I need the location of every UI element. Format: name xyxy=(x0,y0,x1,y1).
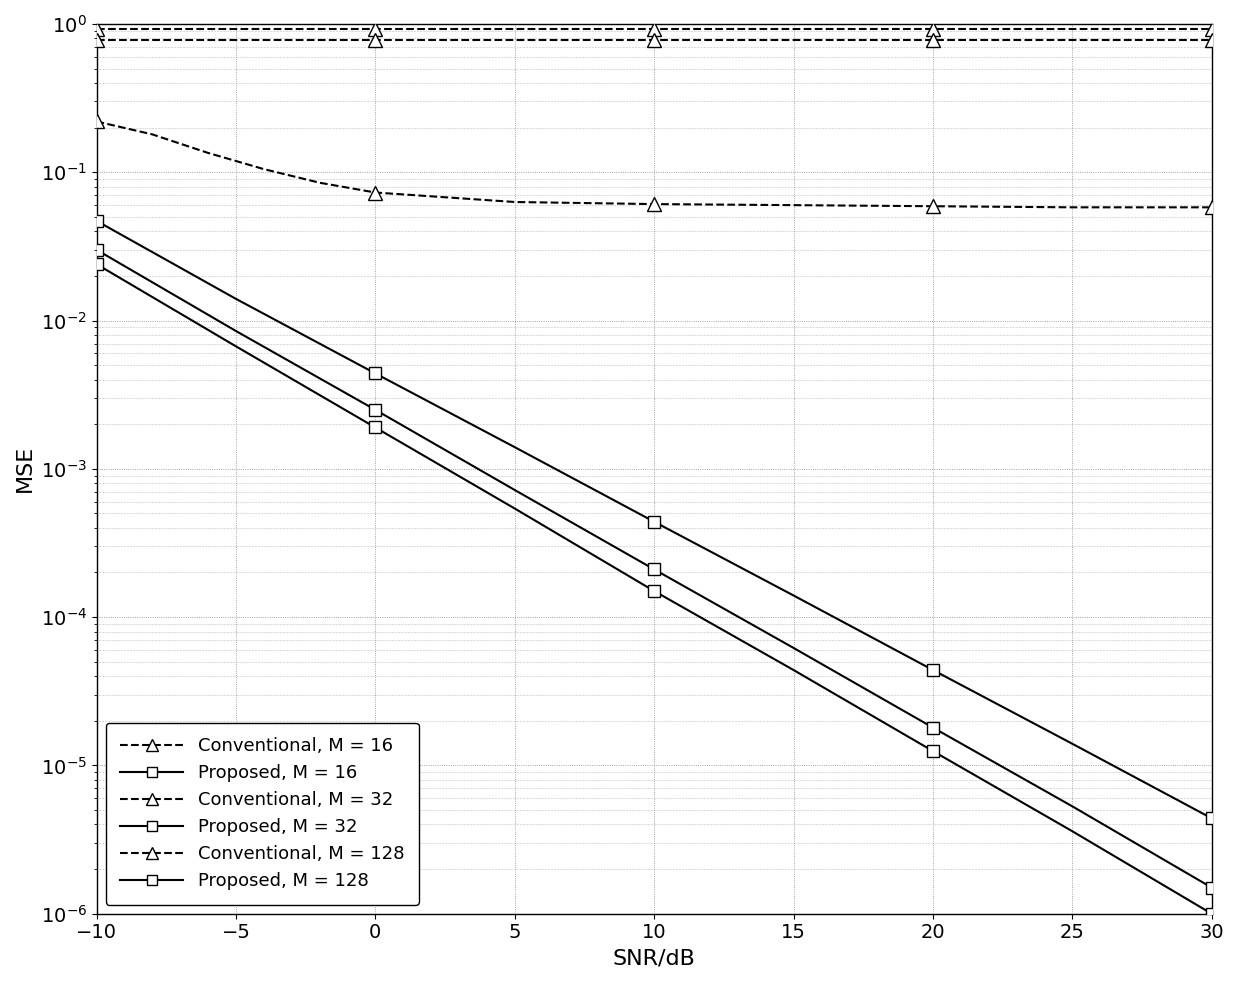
Legend: Conventional, M = 16, Proposed, M = 16, Conventional, M = 32, Proposed, M = 32, : Conventional, M = 16, Proposed, M = 16, … xyxy=(105,723,419,904)
Y-axis label: MSE: MSE xyxy=(15,445,35,492)
X-axis label: SNR/dB: SNR/dB xyxy=(612,948,695,968)
